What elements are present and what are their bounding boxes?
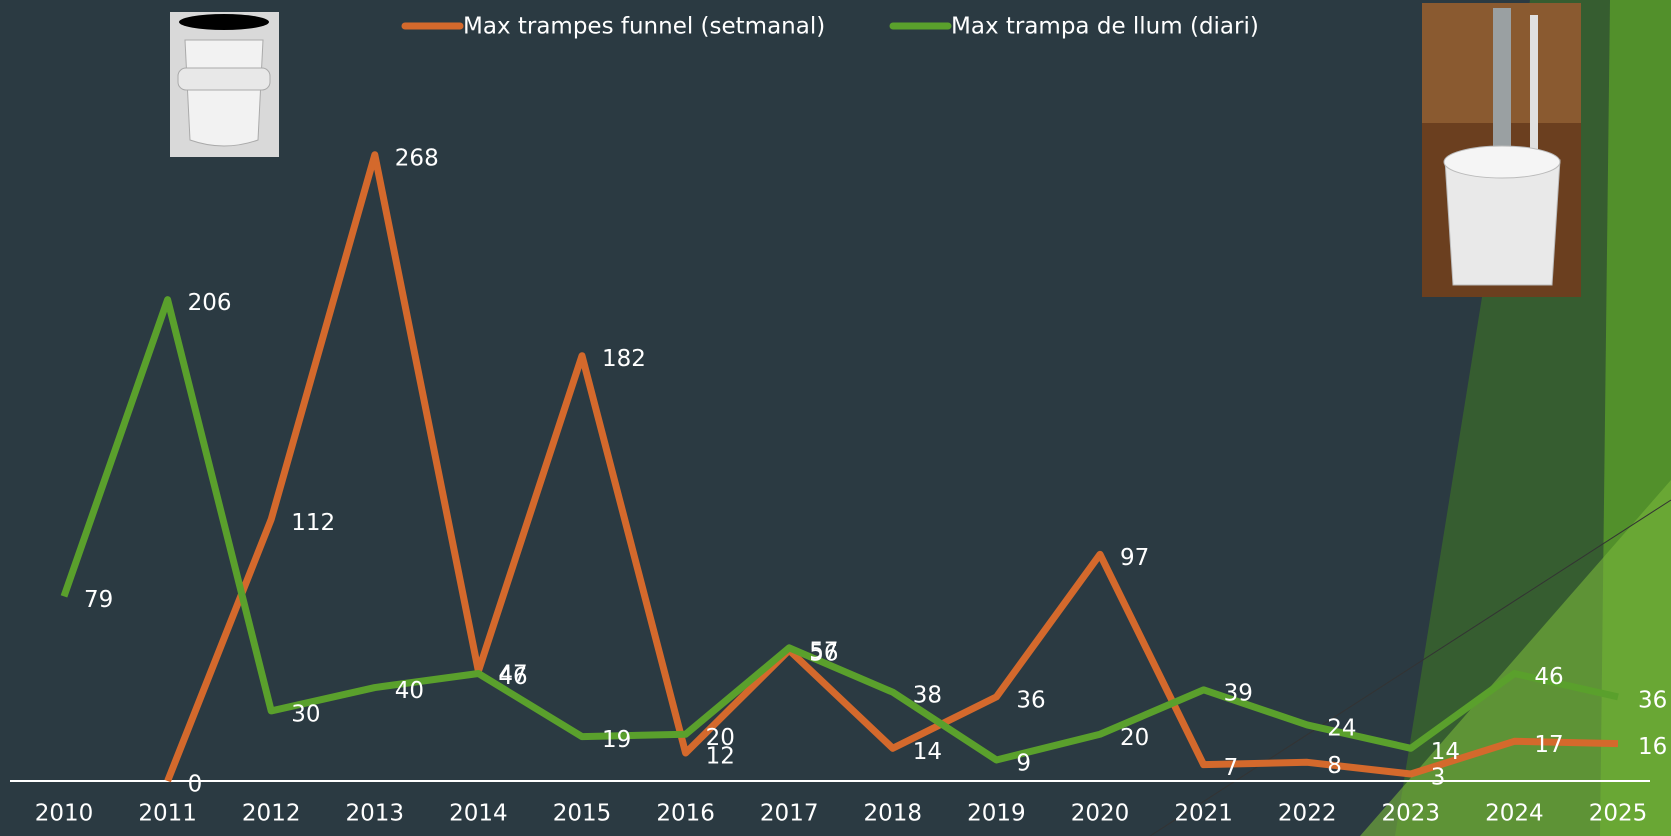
series-line [60, 296, 1619, 764]
legend-label: Max trampa de llum (diari) [951, 14, 1259, 40]
data-label: 7 [1224, 755, 1239, 781]
x-tick-label: 2015 [553, 801, 612, 827]
data-label: 17 [1534, 732, 1563, 758]
decoration [1360, 480, 1671, 836]
x-tick-label: 2019 [967, 801, 1026, 827]
data-label: 16 [1638, 734, 1667, 760]
data-label: 206 [188, 290, 232, 316]
data-label: 182 [602, 346, 646, 372]
data-label: 0 [188, 772, 203, 798]
data-label: 9 [1016, 750, 1031, 776]
data-label: 8 [1327, 753, 1342, 779]
data-label: 14 [913, 739, 942, 765]
data-label: 56 [809, 641, 838, 667]
x-tick-label: 2021 [1174, 801, 1233, 827]
x-tick-label: 2018 [864, 801, 923, 827]
data-label: 46 [498, 664, 527, 690]
data-label: 19 [602, 727, 631, 753]
x-tick-label: 2016 [656, 801, 715, 827]
data-label: 36 [1638, 687, 1667, 713]
data-label: 79 [84, 587, 113, 613]
x-tick-label: 2020 [1071, 801, 1130, 827]
x-tick-label: 2017 [760, 801, 819, 827]
data-label: 57 [809, 638, 838, 664]
x-tick-label: 2011 [138, 801, 197, 827]
x-tick-label: 2012 [242, 801, 301, 827]
x-tick-label: 2010 [35, 801, 94, 827]
funnel-trap-image [170, 12, 279, 157]
legend-label: Max trampes funnel (setmanal) [463, 14, 825, 40]
data-label: 38 [913, 683, 942, 709]
x-tick-label: 2023 [1382, 801, 1441, 827]
series-line [164, 151, 1619, 783]
data-label: 30 [291, 701, 320, 727]
x-tick-label: 2025 [1589, 801, 1648, 827]
x-tick-label: 2013 [346, 801, 405, 827]
data-label: 268 [395, 145, 439, 171]
data-label: 12 [706, 743, 735, 769]
x-tick-label: 2024 [1485, 801, 1544, 827]
data-label: 47 [498, 662, 527, 688]
data-label: 46 [1534, 664, 1563, 690]
x-tick-label: 2014 [449, 801, 508, 827]
data-label: 36 [1016, 687, 1045, 713]
data-label: 39 [1224, 680, 1253, 706]
data-label: 20 [1120, 725, 1149, 751]
data-label: 3 [1431, 764, 1446, 790]
x-tick-label: 2022 [1278, 801, 1337, 827]
data-label: 24 [1327, 715, 1356, 741]
data-label: 20 [706, 725, 735, 751]
light-trap-image [1422, 3, 1581, 297]
data-label: 112 [291, 510, 335, 536]
data-label: 14 [1431, 739, 1460, 765]
data-label: 40 [395, 678, 424, 704]
data-label: 97 [1120, 545, 1149, 571]
